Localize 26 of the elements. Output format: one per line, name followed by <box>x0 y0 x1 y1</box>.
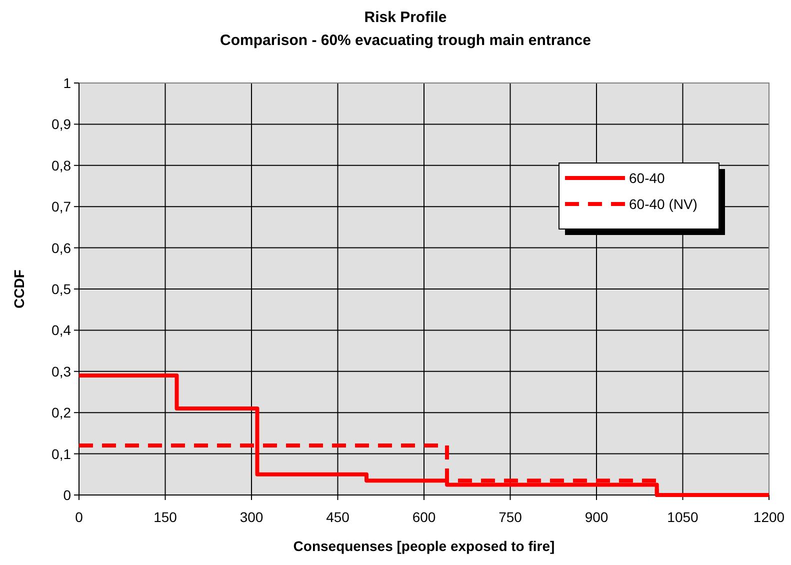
y-tick-label: 0,3 <box>52 363 72 380</box>
y-tick-label: 0,8 <box>52 157 72 174</box>
y-tick-label: 0 <box>63 487 72 503</box>
x-tick-label: 750 <box>498 509 522 525</box>
x-tick-label: 600 <box>412 509 436 525</box>
x-tick-label: 1050 <box>667 509 699 525</box>
y-tick-label: 0,6 <box>52 240 72 256</box>
x-tick-label: 0 <box>75 509 84 525</box>
chart-subtitle: Comparison - 60% evacuating trough main entrance <box>220 32 591 49</box>
legend-label: 60-40 <box>629 170 666 186</box>
y-tick-label: 0,7 <box>52 198 72 215</box>
x-tick-label: 300 <box>240 509 264 525</box>
x-tick-label: 150 <box>154 509 178 525</box>
x-tick-label: 900 <box>584 509 608 525</box>
y-axis-title: CCDF <box>11 269 27 308</box>
legend-label: 60-40 (NV) <box>629 196 698 212</box>
chart-title: Risk Profile <box>364 9 447 26</box>
y-tick-label: 0,9 <box>52 116 72 132</box>
x-tick-label: 1200 <box>753 509 785 525</box>
y-tick-label: 0,1 <box>52 446 72 462</box>
x-axis-title: Consequenses [people exposed to fire] <box>293 538 555 554</box>
y-tick-label: 0,2 <box>52 404 72 421</box>
y-tick-label: 0,4 <box>52 322 72 338</box>
y-tick-label: 0,5 <box>52 281 72 297</box>
y-tick-label: 1 <box>63 75 72 91</box>
x-tick-label: 450 <box>326 509 350 525</box>
